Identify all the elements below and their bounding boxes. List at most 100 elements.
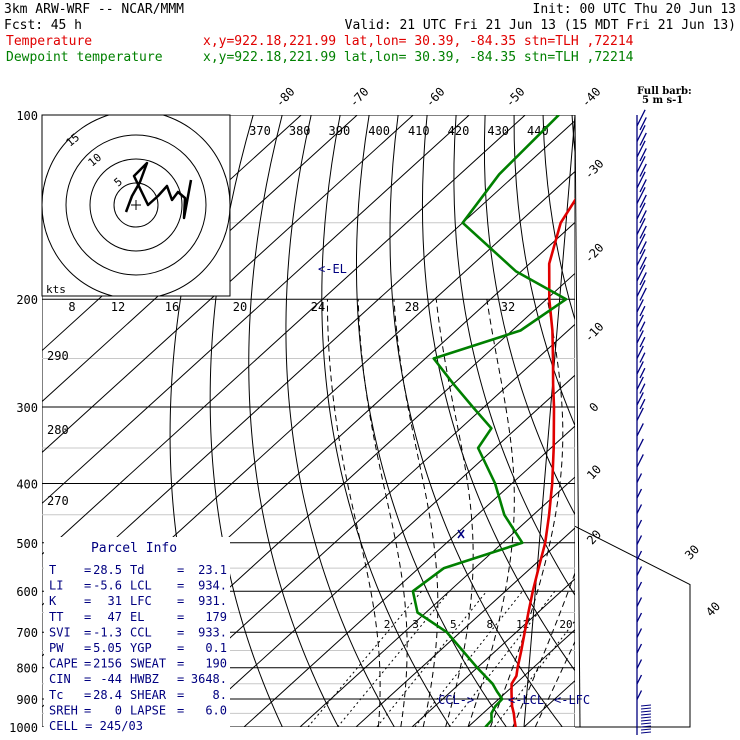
parcel-value: 931. — [198, 594, 227, 608]
wind-barb — [639, 241, 647, 255]
dry-adiabat — [630, 115, 740, 727]
wind-barb — [636, 550, 643, 561]
pressure-tick-800: 800 — [16, 662, 38, 676]
moist-adiabat — [393, 299, 439, 727]
isotherm — [467, 629, 575, 727]
parcel-eq: = — [84, 688, 91, 702]
speed-label-28: 28 — [405, 300, 419, 314]
wind-barb — [639, 225, 647, 239]
wind-barb — [636, 504, 643, 514]
parcel-key: HWBZ — [130, 672, 159, 686]
parcel-key: CCL — [130, 625, 152, 639]
parcel-key: TT — [49, 610, 63, 624]
isotherm — [187, 374, 575, 727]
speed-label-32: 32 — [501, 300, 515, 314]
right-temp-label: 10 — [584, 462, 604, 482]
parcel-eq: = — [177, 672, 184, 686]
dry-adiabat — [513, 115, 575, 427]
parcel-title: Parcel Info — [91, 541, 177, 556]
parcel-eq: = — [84, 563, 91, 577]
parcel-key: Tc — [49, 688, 63, 702]
wind-barb — [636, 566, 643, 576]
wind-barb — [636, 125, 646, 142]
hodograph-ring — [65, 134, 207, 276]
wind-barb — [636, 423, 644, 437]
isotherm — [411, 578, 575, 727]
dry-adiabat — [483, 115, 575, 516]
wind-barb — [636, 519, 643, 530]
parcel-key: SVI — [49, 625, 71, 639]
pressure-tick-700: 700 — [16, 626, 38, 640]
parcel-key: T — [49, 563, 56, 577]
parcel-value: 31 — [108, 594, 122, 608]
isotherm — [42, 115, 414, 454]
wind-barb-low — [640, 704, 652, 707]
parcel-key: SWEAT — [130, 657, 166, 671]
parcel-eq: = — [84, 672, 91, 686]
right-temp-label: -20 — [582, 241, 607, 266]
wind-barb — [636, 392, 644, 406]
wind-barb — [639, 367, 646, 379]
right-temp-label: 30 — [682, 542, 702, 562]
wind-barb — [639, 336, 646, 348]
isotherm — [523, 679, 575, 727]
wind-barb — [636, 314, 644, 328]
parcel-eq: = — [177, 703, 184, 717]
temperature-legend-label: Temperature — [6, 34, 92, 49]
hodograph-unit: kts — [46, 283, 66, 296]
parcel-eq: = — [177, 579, 184, 593]
mixing-ratio-line — [448, 590, 556, 727]
forecast-label: Fcst: — [4, 18, 43, 33]
wind-barb — [636, 407, 644, 421]
speed-label-12: 12 — [111, 300, 125, 314]
wind-barb — [636, 187, 646, 204]
parcel-value: -1.3 — [93, 625, 122, 639]
wind-barb — [636, 249, 646, 266]
mixing-ratio-line — [376, 590, 488, 727]
wind-barb-low — [640, 710, 652, 713]
parcel-key: Td — [130, 563, 144, 577]
theta-label: 400 — [368, 124, 390, 138]
wind-barb — [639, 179, 647, 193]
wind-barb — [639, 305, 646, 317]
dry-adiabat — [717, 115, 740, 727]
wind-barb — [636, 140, 646, 158]
init-time: Init: 00 UTC Thu 20 Jun 13 — [533, 2, 737, 17]
theta-side-label: 290 — [47, 349, 69, 363]
wind-barb — [636, 454, 644, 468]
lcl-marker: <-LCL — [508, 693, 544, 707]
isotherm — [42, 115, 526, 555]
wind-barb — [636, 233, 646, 251]
right-temp-label: -10 — [582, 320, 607, 345]
parcel-value: 0 — [115, 703, 122, 717]
parcel-value: 0.1 — [205, 641, 227, 655]
dry-adiabat — [688, 115, 740, 727]
temperature-legend-info: x,y=922.18,221.99 lat,lon= 30.39, -84.35… — [203, 34, 634, 49]
mixing-ratio-line — [494, 619, 575, 727]
moist-adiabat — [467, 299, 515, 727]
dry-adiabat — [659, 115, 740, 727]
parcel-eq: = — [84, 641, 91, 655]
parcel-value: 6.0 — [205, 703, 227, 717]
wind-barb — [636, 280, 646, 297]
wind-barb — [636, 376, 644, 390]
parcel-value: -5.6 — [93, 579, 122, 593]
mixing-ratio-label-20: 20 — [559, 618, 572, 631]
top-temp-label: -60 — [423, 85, 448, 110]
isotherm — [580, 115, 740, 727]
isotherm — [42, 115, 358, 403]
theta-label: 370 — [249, 124, 271, 138]
forecast-hour: 45 h — [51, 18, 82, 33]
isotherm — [636, 115, 740, 727]
wind-barb — [636, 218, 646, 235]
wind-barb — [636, 299, 644, 313]
theta-label: 420 — [448, 124, 470, 138]
parcel-eq: = — [177, 688, 184, 702]
wind-barb-low — [640, 722, 652, 725]
pressure-tick-1000: 1000 — [9, 721, 38, 735]
moist-adiabat — [512, 571, 575, 727]
